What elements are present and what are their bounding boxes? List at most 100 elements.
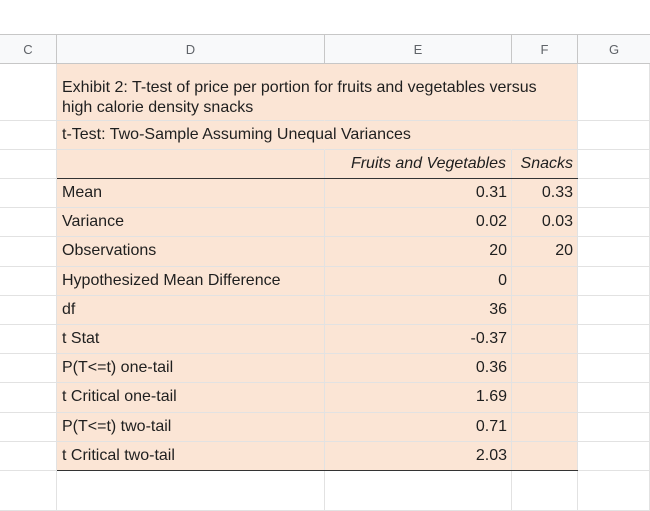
cell-g-7[interactable]	[578, 295, 650, 325]
cell-e-2[interactable]	[325, 150, 512, 179]
value-fruits-vegetables: 36	[489, 300, 507, 318]
cell-f-0[interactable]	[512, 64, 578, 121]
cell-g-1[interactable]	[578, 121, 650, 150]
cell-g-8[interactable]	[578, 325, 650, 355]
cell-e-1[interactable]	[325, 121, 512, 150]
column-header-d[interactable]: D	[57, 35, 325, 64]
ttest-subtitle: t-Test: Two-Sample Assuming Unequal Vari…	[62, 126, 411, 143]
cell-c-9[interactable]	[0, 354, 57, 384]
cell-g-6[interactable]	[578, 266, 650, 296]
cell-c-8[interactable]	[0, 325, 57, 355]
cell-f-3[interactable]	[512, 179, 578, 209]
cell-c-13[interactable]	[0, 471, 57, 511]
cell-f-7[interactable]	[512, 295, 578, 325]
cell-g-0[interactable]	[578, 64, 650, 121]
cell-e-8[interactable]	[325, 325, 512, 355]
cell-g-2[interactable]	[578, 150, 650, 179]
column-header-c[interactable]: C	[0, 35, 57, 64]
value-fruits-vegetables: 0.36	[475, 359, 507, 377]
cell-e-0[interactable]	[325, 64, 512, 121]
cell-f-10[interactable]	[512, 383, 578, 413]
cell-f-9[interactable]	[512, 354, 578, 384]
cell-g-4[interactable]	[578, 208, 650, 238]
cell-c-5[interactable]	[0, 237, 57, 267]
cell-c-10[interactable]	[0, 383, 57, 413]
cell-e-4[interactable]	[325, 208, 512, 238]
cell-f-1[interactable]	[512, 121, 578, 150]
column-header-f[interactable]: F	[512, 35, 578, 64]
row-label: P(T<=t) one-tail	[62, 359, 174, 377]
cell-d-11[interactable]	[57, 412, 325, 442]
cell-d-9[interactable]	[57, 354, 325, 384]
cell-g-10[interactable]	[578, 383, 650, 413]
cell-g-9[interactable]	[578, 354, 650, 384]
cell-f-8[interactable]	[512, 325, 578, 355]
column-header-e[interactable]: E	[325, 35, 512, 64]
value-fruits-vegetables: 0.02	[475, 213, 507, 231]
value-fruits-vegetables: -0.37	[470, 330, 507, 347]
cell-d-4[interactable]	[57, 208, 325, 238]
row-label: Observations	[62, 242, 157, 260]
row-label: Hypothesized Mean Difference	[62, 271, 281, 289]
cell-g-11[interactable]	[578, 412, 650, 442]
exhibit-title: Exhibit 2: T-test of price per portion f…	[62, 79, 537, 116]
row-label: t Critical one-tail	[62, 388, 177, 406]
cell-c-4[interactable]	[0, 208, 57, 238]
value-fruits-vegetables: 20	[489, 242, 507, 260]
cell-c-7[interactable]	[0, 295, 57, 325]
header-fruits-vegetables: Fruits and Vegetables	[350, 155, 506, 172]
cell-d-0[interactable]	[57, 64, 325, 121]
cell-c-1[interactable]	[0, 121, 57, 150]
cell-c-12[interactable]	[0, 441, 57, 471]
row-label: t Stat	[62, 330, 100, 347]
cell-e-7[interactable]	[325, 295, 512, 325]
cell-d-10[interactable]	[57, 383, 325, 413]
cell-c-11[interactable]	[0, 412, 57, 442]
header-snacks: Snacks	[520, 155, 573, 172]
row-label: df	[62, 300, 76, 318]
cell-d-6[interactable]	[57, 266, 325, 296]
cell-e-10[interactable]	[325, 383, 512, 413]
cell-f-12[interactable]	[512, 441, 578, 471]
cell-c-2[interactable]	[0, 150, 57, 179]
value-fruits-vegetables: 0.71	[475, 417, 507, 435]
column-header-row: C D E F G	[0, 34, 650, 64]
row-label: Variance	[62, 213, 124, 231]
cell-d-8[interactable]	[57, 325, 325, 355]
cell-f-5[interactable]	[512, 237, 578, 267]
cell-e-13[interactable]	[325, 471, 512, 511]
cell-e-5[interactable]	[325, 237, 512, 267]
cell-d-7[interactable]	[57, 295, 325, 325]
cell-f-4[interactable]	[512, 208, 578, 238]
row-label: Mean	[62, 184, 103, 201]
column-header-g[interactable]: G	[608, 42, 620, 57]
cell-c-3[interactable]	[0, 179, 57, 209]
value-fruits-vegetables: 0	[498, 271, 507, 289]
toolbar-gap	[0, 0, 650, 34]
cell-g-12[interactable]	[578, 441, 650, 471]
value-snacks: 20	[555, 242, 573, 260]
cell-g-5[interactable]	[578, 237, 650, 267]
cell-d-2[interactable]	[57, 150, 325, 179]
cell-d-1[interactable]	[57, 121, 325, 150]
cell-g-13[interactable]	[578, 471, 650, 511]
value-snacks: 0.03	[541, 213, 573, 231]
value-fruits-vegetables: 1.69	[475, 388, 507, 406]
cell-c-6[interactable]	[0, 266, 57, 296]
cell-e-9[interactable]	[325, 354, 512, 384]
cell-g-3[interactable]	[578, 179, 650, 209]
cell-e-11[interactable]	[325, 412, 512, 442]
cell-d-5[interactable]	[57, 237, 325, 267]
cell-f-13[interactable]	[512, 471, 578, 511]
cell-f-11[interactable]	[512, 412, 578, 442]
cell-f-6[interactable]	[512, 266, 578, 296]
row-label: t Critical two-tail	[62, 446, 175, 464]
cell-c-0[interactable]	[0, 64, 57, 121]
value-fruits-vegetables: 0.31	[475, 184, 507, 201]
cell-d-13[interactable]	[57, 471, 325, 511]
cell-d-3[interactable]	[57, 179, 325, 209]
value-fruits-vegetables: 2.03	[475, 446, 507, 464]
cell-e-6[interactable]	[325, 266, 512, 296]
cell-e-3[interactable]	[325, 179, 512, 209]
